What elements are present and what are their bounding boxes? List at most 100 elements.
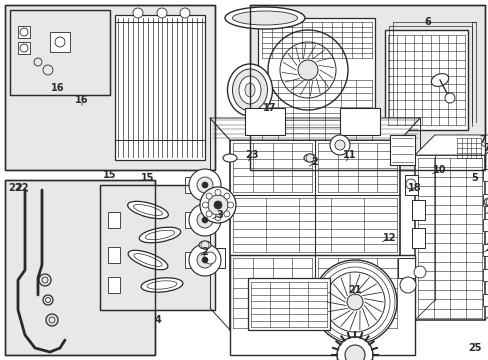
Ellipse shape [127, 201, 168, 219]
Polygon shape [414, 135, 488, 155]
Bar [18, 42, 30, 54]
Bar [108, 247, 120, 263]
Text: 24: 24 [484, 243, 488, 253]
Bar [339, 108, 379, 135]
Text: 21: 21 [347, 285, 361, 295]
Circle shape [227, 202, 233, 208]
Bar [5, 180, 155, 355]
Bar [100, 185, 215, 310]
Text: 2: 2 [311, 157, 318, 167]
Bar [249, 5, 484, 170]
Bar [258, 18, 374, 145]
Ellipse shape [147, 281, 177, 289]
Ellipse shape [133, 204, 162, 216]
Circle shape [444, 93, 454, 103]
Text: 10: 10 [432, 165, 446, 175]
Circle shape [202, 182, 207, 188]
Ellipse shape [141, 278, 183, 292]
Text: 15: 15 [103, 170, 117, 180]
Bar [10, 10, 110, 95]
Circle shape [405, 179, 415, 189]
Text: 7: 7 [479, 135, 486, 145]
Text: 11: 11 [343, 150, 356, 160]
Circle shape [197, 252, 213, 268]
Circle shape [200, 187, 236, 223]
Circle shape [399, 277, 415, 293]
Bar [482, 169, 488, 181]
Circle shape [202, 202, 208, 208]
Circle shape [189, 169, 221, 201]
Ellipse shape [483, 198, 488, 206]
Bar [184, 212, 192, 228]
Circle shape [312, 260, 396, 344]
Circle shape [325, 272, 384, 332]
Circle shape [215, 215, 221, 221]
Text: 22: 22 [8, 183, 21, 193]
Circle shape [297, 60, 317, 80]
Text: 22: 22 [15, 183, 29, 193]
Text: 5: 5 [470, 173, 477, 183]
Text: 16: 16 [51, 83, 64, 93]
Bar [108, 277, 120, 293]
Bar [10, 10, 110, 95]
Circle shape [201, 241, 208, 249]
Circle shape [329, 135, 349, 155]
Circle shape [207, 195, 227, 215]
Circle shape [205, 211, 212, 217]
Bar [100, 185, 215, 310]
Ellipse shape [199, 241, 210, 249]
Circle shape [214, 201, 222, 209]
Ellipse shape [223, 154, 237, 162]
Ellipse shape [227, 64, 272, 116]
Circle shape [346, 294, 362, 310]
Circle shape [485, 198, 488, 206]
Ellipse shape [232, 69, 267, 111]
Bar [482, 269, 488, 281]
Bar [482, 194, 488, 206]
Circle shape [202, 217, 207, 223]
Text: 23: 23 [245, 150, 258, 160]
Bar [247, 278, 329, 330]
Text: 2: 2 [201, 247, 208, 257]
Circle shape [224, 211, 229, 217]
Polygon shape [209, 118, 419, 140]
Bar [249, 5, 484, 170]
Circle shape [189, 244, 221, 276]
Bar [50, 32, 70, 52]
Circle shape [413, 266, 425, 278]
Circle shape [305, 154, 313, 162]
Circle shape [336, 337, 372, 360]
Text: 15: 15 [141, 173, 154, 183]
Circle shape [46, 314, 58, 326]
Text: 7: 7 [483, 143, 488, 153]
Ellipse shape [304, 154, 315, 162]
Text: 4: 4 [154, 315, 161, 325]
Circle shape [39, 274, 51, 286]
Ellipse shape [145, 230, 174, 240]
Text: 16: 16 [75, 95, 88, 105]
Bar [482, 219, 488, 231]
Circle shape [215, 189, 221, 195]
Circle shape [189, 204, 221, 236]
Bar [184, 252, 192, 268]
Bar [5, 5, 215, 170]
Bar [5, 5, 215, 170]
Circle shape [197, 177, 213, 193]
Bar [411, 228, 424, 248]
Circle shape [334, 140, 345, 150]
Ellipse shape [244, 83, 254, 97]
Bar [244, 108, 285, 135]
Bar [115, 15, 204, 160]
Circle shape [224, 193, 229, 199]
Bar [5, 180, 155, 355]
Bar [454, 135, 482, 160]
Bar [196, 248, 224, 268]
Bar [397, 258, 414, 278]
Circle shape [133, 8, 142, 18]
Circle shape [205, 193, 212, 199]
Circle shape [203, 252, 216, 264]
Ellipse shape [224, 7, 305, 29]
Circle shape [202, 257, 207, 263]
Circle shape [345, 345, 364, 360]
Ellipse shape [239, 76, 261, 104]
